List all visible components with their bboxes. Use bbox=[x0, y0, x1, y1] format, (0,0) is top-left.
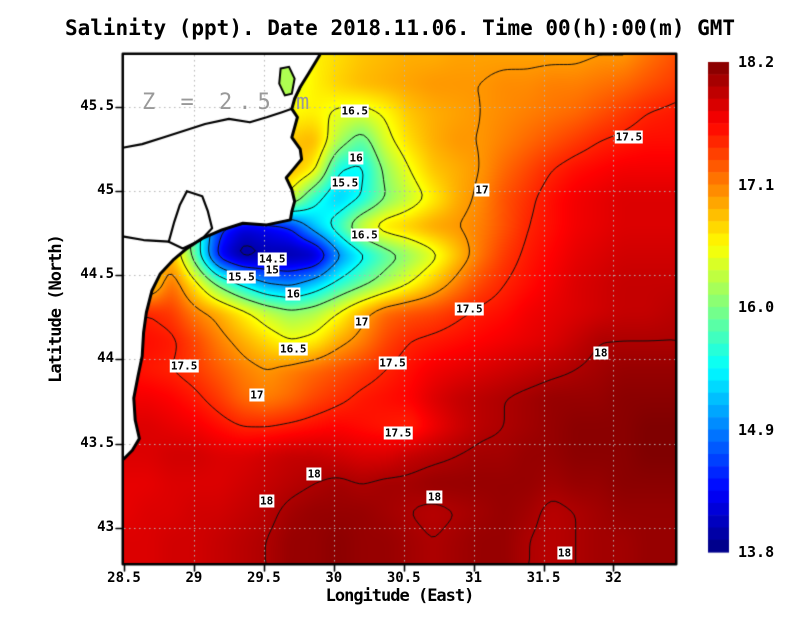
contour-label: 16.5 bbox=[278, 342, 308, 356]
colorbar-tick-label: 18.2 bbox=[738, 53, 775, 71]
x-tick-label: 30.5 bbox=[386, 570, 421, 586]
contour-label: 17.5 bbox=[169, 359, 199, 373]
contour-label: 16 bbox=[285, 287, 301, 301]
colorbar-tick-label: 16.0 bbox=[738, 298, 775, 316]
contour-label: 15 bbox=[264, 263, 280, 277]
contour-label: 17.5 bbox=[383, 426, 413, 440]
contour-label: 16.5 bbox=[350, 228, 379, 242]
x-tick-label: 31.5 bbox=[526, 570, 561, 586]
contour-label: 18 bbox=[426, 490, 443, 504]
y-tick-label: 44.5 bbox=[80, 266, 114, 283]
x-tick-label: 31 bbox=[465, 570, 483, 586]
contour-label: 14.5 bbox=[257, 252, 287, 266]
y-tick-label: 43 bbox=[97, 518, 114, 535]
contour-label: 18 bbox=[306, 467, 322, 481]
plot-title: Salinity (ppt). Date 2018.11.06. Time 00… bbox=[64, 16, 736, 40]
x-axis-title: Longitude (East) bbox=[325, 586, 475, 606]
contour-label: 18 bbox=[259, 494, 275, 508]
colorbar-tick-label: 13.8 bbox=[738, 543, 775, 561]
contour-label: 18 bbox=[556, 546, 573, 560]
contour-label: 17.5 bbox=[378, 356, 407, 370]
colorbar-tick-label: 17.1 bbox=[738, 175, 775, 194]
x-tick-label: 29.5 bbox=[246, 570, 281, 586]
colorbar-tick-label: 14.9 bbox=[738, 420, 775, 439]
y-tick-label: 45 bbox=[97, 182, 114, 199]
x-tick-label: 32 bbox=[605, 570, 622, 586]
contour-label: 15.5 bbox=[330, 176, 360, 190]
x-tick-label: 28.5 bbox=[107, 570, 141, 586]
contour-label: 17 bbox=[474, 183, 490, 197]
contour-label: 17.5 bbox=[614, 130, 644, 144]
contour-label: 16.5 bbox=[340, 104, 369, 117]
contour-label: 18 bbox=[593, 346, 609, 360]
contour-label: 17 bbox=[249, 388, 265, 402]
contour-label: 17.5 bbox=[455, 302, 484, 316]
x-tick-label: 30 bbox=[325, 570, 343, 586]
x-tick-label: 29 bbox=[185, 570, 203, 586]
contour-label: 16 bbox=[348, 151, 364, 165]
y-tick-label: 43.5 bbox=[80, 434, 114, 451]
contour-label: 17 bbox=[354, 315, 370, 329]
depth-annotation: Z = 2.5 m bbox=[142, 90, 316, 115]
y-axis-title: Latitude (North) bbox=[46, 235, 66, 383]
contour-label: 15.5 bbox=[227, 270, 256, 284]
y-tick-label: 45.5 bbox=[80, 98, 114, 115]
y-tick-label: 44 bbox=[97, 350, 114, 367]
